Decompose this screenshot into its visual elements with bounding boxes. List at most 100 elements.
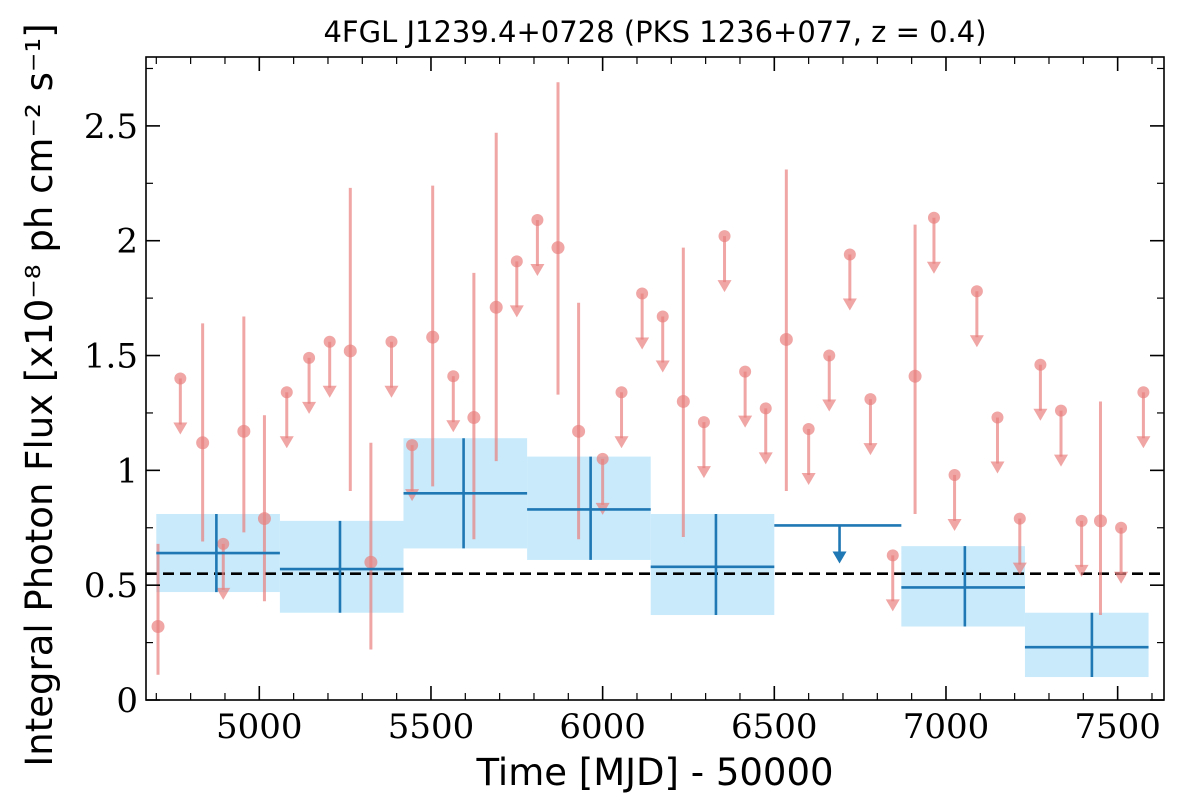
- monthly-upper-limit-point-13: [656, 310, 669, 323]
- monthly-upper-limit-arrow-0: [173, 422, 188, 435]
- monthly-upper-limit-arrow-13: [655, 360, 670, 373]
- monthly-upper-limit-point-20: [843, 248, 856, 261]
- monthly-upper-limit-point-6: [406, 439, 419, 452]
- monthly-upper-limit-point-0: [174, 372, 187, 385]
- monthly-upper-limit-arrow-4: [322, 385, 337, 398]
- monthly-upper-limit-arrow-16: [738, 415, 753, 428]
- x-tick-label-0: 5000: [216, 707, 303, 747]
- monthly-upper-limit-arrow-1: [216, 587, 231, 600]
- yearly-band-4: [650, 513, 775, 616]
- monthly-point-8: [489, 300, 503, 314]
- monthly-point-6: [426, 330, 440, 344]
- monthly-upper-limit-point-2: [280, 386, 293, 399]
- monthly-upper-limit-point-24: [948, 468, 961, 481]
- y-tick-label-2: 1: [116, 451, 138, 491]
- monthly-upper-limit-arrow-25: [969, 335, 984, 348]
- monthly-point-4: [343, 344, 357, 358]
- monthly-upper-limit-arrow-26: [990, 461, 1005, 474]
- monthly-upper-limit-point-19: [823, 349, 836, 362]
- y-tick-label-4: 2: [116, 222, 138, 262]
- monthly-upper-limit-point-4: [323, 335, 336, 348]
- monthly-upper-limit-point-28: [1034, 358, 1047, 371]
- yearly-band-1: [279, 520, 404, 613]
- monthly-point-2: [237, 424, 251, 438]
- monthly-upper-limit-arrow-29: [1053, 454, 1068, 467]
- x-tick-label-4: 7000: [903, 707, 990, 747]
- monthly-upper-limit-point-27: [1013, 512, 1026, 525]
- monthly-upper-limit-arrow-15: [717, 280, 732, 293]
- monthly-point-11: [676, 394, 690, 408]
- monthly-upper-limit-point-1: [217, 537, 230, 550]
- monthly-upper-limit-point-15: [718, 230, 731, 243]
- monthly-upper-limit-point-8: [510, 255, 523, 268]
- monthly-upper-limit-point-11: [615, 386, 628, 399]
- x-tick-label-3: 6500: [731, 707, 818, 747]
- monthly-point-3: [257, 512, 271, 526]
- monthly-upper-limit-arrow-20: [842, 298, 857, 311]
- monthly-point-13: [908, 369, 922, 383]
- monthly-upper-limit-point-10: [596, 452, 609, 465]
- plot-frame: [145, 56, 1165, 701]
- monthly-upper-limit-arrow-32: [1136, 436, 1151, 449]
- monthly-upper-limit-arrow-23: [926, 261, 941, 274]
- monthly-upper-limit-arrow-9: [530, 264, 545, 277]
- monthly-upper-limit-arrow-21: [863, 443, 878, 456]
- y-tick-label-1: 0.5: [84, 566, 138, 606]
- monthly-upper-limit-arrow-5: [384, 385, 399, 398]
- chart-title: 4FGL J1239.4+0728 (PKS 1236+077, z = 0.4…: [323, 15, 986, 49]
- monthly-upper-limit-point-18: [802, 423, 815, 436]
- monthly-upper-limit-arrow-12: [635, 337, 650, 350]
- monthly-point-14: [1093, 514, 1107, 528]
- monthly-upper-limit-point-17: [759, 402, 772, 415]
- x-tick-label-2: 6000: [559, 707, 646, 747]
- monthly-upper-limit-arrow-2: [279, 436, 294, 449]
- monthly-upper-limit-point-12: [636, 287, 649, 300]
- monthly-upper-limit-arrow-11: [614, 436, 629, 449]
- monthly-upper-limit-point-26: [991, 411, 1004, 424]
- monthly-upper-limit-arrow-19: [822, 399, 837, 412]
- monthly-upper-limit-point-30: [1075, 514, 1088, 527]
- monthly-upper-limit-arrow-8: [509, 305, 524, 318]
- monthly-upper-limit-point-7: [447, 370, 460, 383]
- monthly-upper-limit-arrow-22: [885, 599, 900, 612]
- y-tick-label-0: 0: [116, 681, 138, 721]
- monthly-upper-limit-arrow-3: [302, 401, 317, 414]
- y-tick-label-3: 1.5: [84, 337, 138, 377]
- x-axis-label: Time [MJD] - 50000: [475, 751, 833, 794]
- monthly-upper-limit-arrow-28: [1033, 408, 1048, 421]
- monthly-upper-limit-point-29: [1054, 404, 1067, 417]
- y-axis-label: Integral Photon Flux [x10⁻⁸ ph cm⁻² s⁻¹]: [18, 23, 61, 766]
- plot-area: [146, 82, 1164, 678]
- monthly-upper-limit-point-14: [697, 416, 710, 429]
- monthly-upper-limit-arrow-17: [758, 452, 773, 465]
- monthly-upper-limit-arrow-27: [1012, 562, 1027, 575]
- monthly-upper-limit-point-3: [303, 351, 316, 364]
- monthly-upper-limit-point-22: [886, 549, 899, 562]
- monthly-point-5: [364, 555, 378, 569]
- monthly-point-7: [467, 411, 481, 425]
- monthly-upper-limit-arrow-30: [1074, 564, 1089, 577]
- monthly-point-10: [572, 424, 586, 438]
- monthly-upper-limit-arrow-24: [947, 518, 962, 531]
- yearly-upper-limit-arrow-0: [832, 551, 847, 564]
- monthly-point-0: [151, 620, 165, 634]
- yearly-band-6: [1024, 612, 1149, 678]
- axis-ticks: 5000 5500 6000 6500 7000 7500 0 0.5 1 1.5 2 2.5: [84, 57, 1164, 747]
- monthly-upper-limit-point-21: [864, 393, 877, 406]
- monthly-upper-limit-point-31: [1115, 521, 1128, 534]
- monthly-upper-limit-arrow-14: [696, 466, 711, 479]
- x-tick-label-5: 7500: [1074, 707, 1161, 747]
- monthly-upper-limit-point-9: [531, 214, 544, 227]
- y-tick-label-5: 2.5: [84, 107, 138, 147]
- monthly-upper-limit-point-16: [739, 365, 752, 378]
- x-tick-label-1: 5500: [388, 707, 475, 747]
- monthly-point-1: [196, 436, 210, 450]
- monthly-point-9: [551, 241, 565, 255]
- monthly-upper-limit-point-25: [970, 285, 983, 298]
- monthly-upper-limit-point-23: [927, 211, 940, 224]
- monthly-upper-limit-arrow-31: [1114, 571, 1129, 584]
- monthly-upper-limit-arrow-7: [446, 420, 461, 433]
- monthly-upper-limit-point-32: [1137, 386, 1150, 399]
- monthly-upper-limit-arrow-18: [801, 473, 816, 486]
